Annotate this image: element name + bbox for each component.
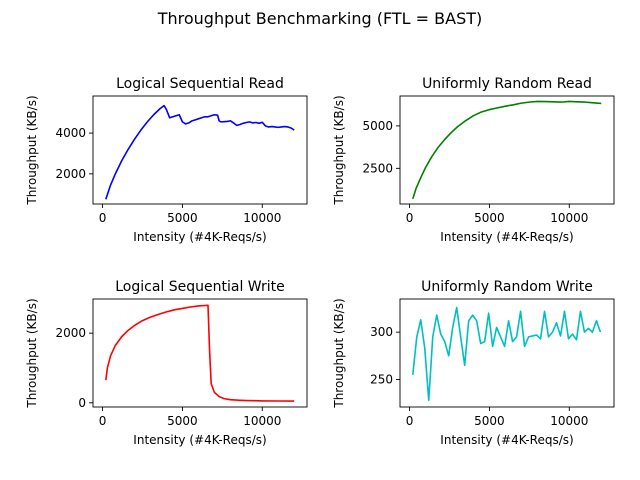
y-tick-label-seq-read-0: 2000: [55, 167, 86, 181]
series-line-seq-read: [105, 104, 295, 200]
axes-frame-rand-write: [399, 298, 615, 408]
x-tick-label-rand-write-0: 0: [406, 414, 414, 428]
series-line-rand-write: [411, 306, 602, 402]
y-tick-label-seq-read-1: 4000: [55, 126, 86, 140]
x-tick-label-seq-write-2: 10000: [243, 414, 281, 428]
y-tick-label-seq-write-1: 2000: [55, 326, 86, 340]
x-tick-label-seq-read-0: 0: [99, 211, 107, 225]
x-tick-label-rand-read-1: 5000: [474, 211, 505, 225]
figure-suptitle: Throughput Benchmarking (FTL = BAST): [157, 9, 483, 28]
x-axis-label-seq-read: Intensity (#4K-Reqs/s): [133, 230, 266, 244]
x-tick-label-seq-write-0: 0: [99, 414, 107, 428]
chart-title-rand-read: Uniformly Random Read: [422, 76, 592, 92]
x-tick-label-rand-read-2: 10000: [550, 211, 588, 225]
chart-seq-read: Logical Sequential Read 0 5000 10000 2000 400…: [25, 76, 308, 244]
x-axis-label-rand-write: Intensity (#4K-Reqs/s): [440, 433, 573, 447]
y-tick-label-rand-write-1: 300: [370, 325, 393, 339]
y-axis-label-rand-read: Throughput (KB/s): [332, 95, 346, 205]
x-tick-label-rand-write-2: 10000: [550, 414, 588, 428]
x-axis-label-seq-write: Intensity (#4K-Reqs/s): [133, 433, 266, 447]
y-tick-label-rand-read-0: 2500: [362, 161, 393, 175]
y-axis-label-seq-read: Throughput (KB/s): [25, 95, 39, 205]
chart-rand-write: Uniformly Random Write 0 5000 10000 250 300 In…: [332, 279, 615, 447]
x-tick-label-seq-read-2: 10000: [243, 211, 281, 225]
x-tick-label-rand-write-1: 5000: [474, 414, 505, 428]
chart-title-rand-write: Uniformly Random Write: [421, 279, 593, 295]
y-axis-label-rand-write: Throughput (KB/s): [332, 298, 346, 408]
axes-frame-seq-write: [92, 298, 308, 408]
axes-frame-seq-read: [92, 95, 308, 205]
chart-title-seq-write: Logical Sequential Write: [115, 279, 285, 295]
x-tick-label-seq-write-1: 5000: [167, 414, 198, 428]
y-tick-label-rand-write-0: 250: [370, 373, 393, 387]
x-axis-label-rand-read: Intensity (#4K-Reqs/s): [440, 230, 573, 244]
chart-rand-read: Uniformly Random Read 0 5000 10000 2500 5000 I…: [332, 76, 615, 244]
x-tick-label-rand-read-0: 0: [406, 211, 414, 225]
axes-frame-rand-read: [399, 95, 615, 205]
series-line-seq-write: [104, 304, 295, 402]
x-tick-label-seq-read-1: 5000: [167, 211, 198, 225]
y-tick-label-rand-read-1: 5000: [362, 119, 393, 133]
chart-title-seq-read: Logical Sequential Read: [116, 76, 284, 92]
y-axis-label-seq-write: Throughput (KB/s): [25, 298, 39, 408]
chart-panels: Logical Sequential Read 0 5000 10000 2000 400…: [25, 76, 615, 447]
series-line-rand-read: [412, 100, 602, 200]
y-tick-label-seq-write-0: 0: [78, 396, 86, 410]
chart-seq-write: Logical Sequential Write 0 5000 10000 0 2000 I…: [25, 279, 308, 447]
